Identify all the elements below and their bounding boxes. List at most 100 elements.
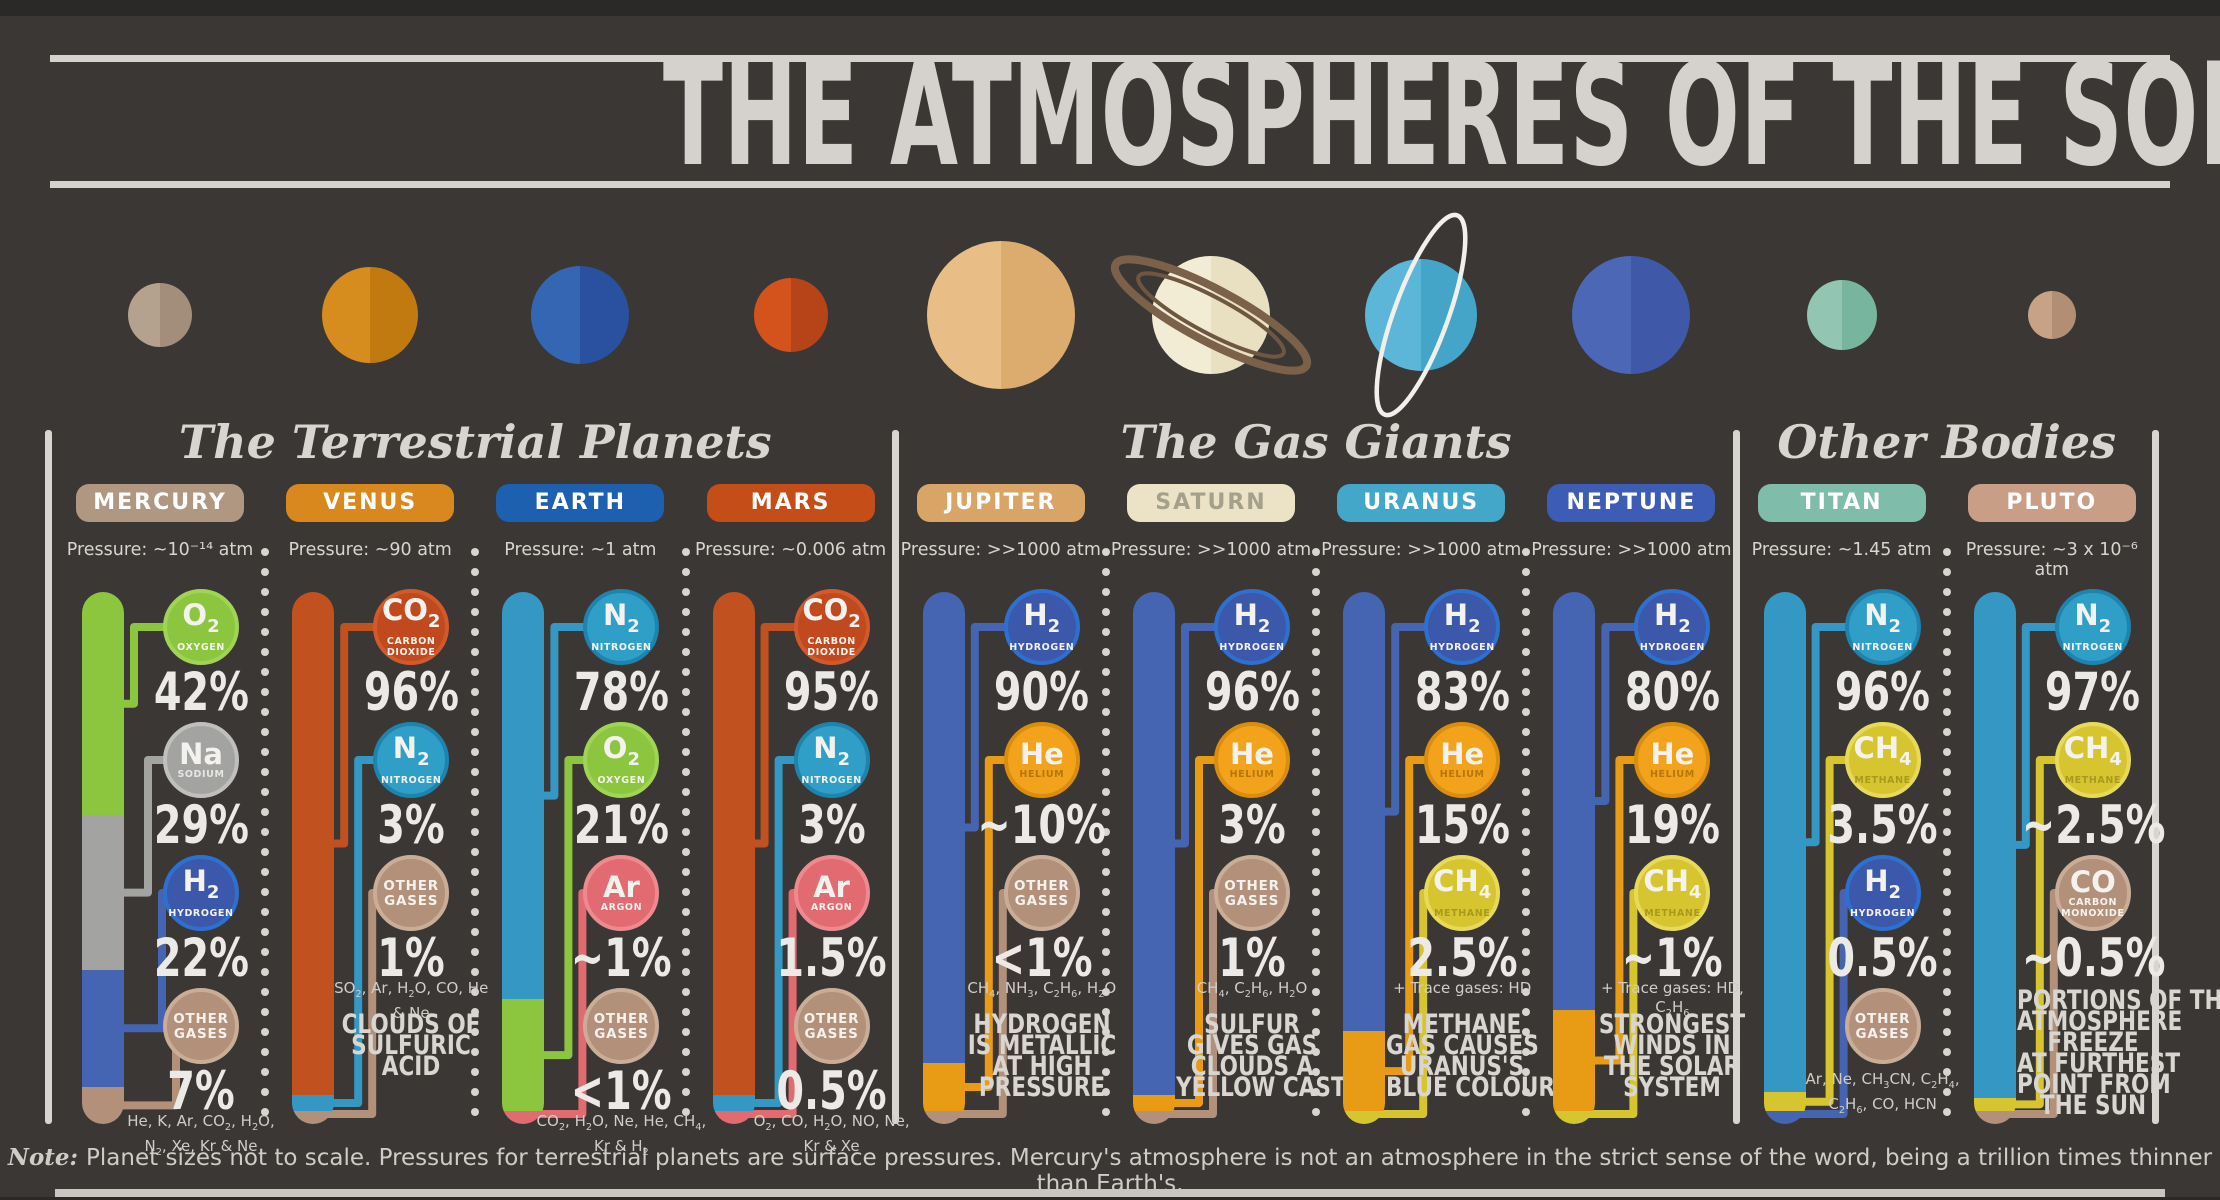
fact-line: ATMOSPHERE <box>2016 1006 2183 1037</box>
gas-circle-venus-co2: CO2 CARBON DIOXIDE <box>373 589 450 665</box>
pressure-uranus: Pressure: >>1000 atm <box>1321 540 1522 560</box>
separator-dot <box>1522 1108 1531 1116</box>
separator-dot <box>471 1048 480 1056</box>
separator-dot <box>1522 728 1531 736</box>
gas-formula: H2 <box>1233 598 1271 637</box>
separator-dot <box>1942 788 1951 796</box>
planet-icon-titan <box>1806 280 1877 350</box>
gas-name-label: HYDROGEN <box>1429 641 1495 653</box>
separator-dot <box>681 948 690 956</box>
gas-name-label: HYDROGEN <box>168 907 234 919</box>
page-title: THE ATMOSPHERES OF THE SOLAR SYSTEM <box>662 33 2220 198</box>
separator-dot <box>1522 808 1531 816</box>
separator-dot <box>1101 808 1110 816</box>
composition-bar-uranus <box>1343 592 1386 1124</box>
gas-name-label: CARBON MONOXIDE <box>2061 896 2125 919</box>
separator-dot <box>1942 1088 1951 1096</box>
dotted-separator <box>681 548 690 1124</box>
composition-bar-venus <box>292 592 335 1124</box>
separator-dot <box>1522 608 1531 616</box>
badge-mars: MARS <box>706 484 875 522</box>
separator-dot <box>1312 928 1321 936</box>
separator-dot <box>261 748 270 756</box>
dotted-separator <box>471 548 480 1124</box>
gas-name-label: ARGON <box>600 902 643 913</box>
gas-value-titan-nitrogen: 96% <box>1835 662 1931 723</box>
composition-bar-titan <box>1763 592 1806 1124</box>
gas-formula: H2 <box>1443 598 1481 637</box>
composition-bar-jupiter <box>922 592 965 1124</box>
separator-dot <box>1312 988 1321 996</box>
fact-line: PRESSURE <box>978 1072 1105 1103</box>
separator-dot <box>261 828 270 836</box>
separator-dot <box>1942 768 1951 776</box>
composition-bar-neptune <box>1553 592 1596 1124</box>
gas-name-label: HELIUM <box>1019 769 1065 780</box>
gas-circle-mercury-hydrogen: H2 HYDROGEN <box>163 855 239 931</box>
fact-line: GIVES GAS <box>1186 1030 1318 1061</box>
separator-dot <box>1942 1048 1951 1056</box>
gas-circle-titan-nitrogen: N2 NITROGEN <box>1844 589 1921 665</box>
section-divider-2 <box>1733 430 1740 1124</box>
gas-name-label: HELIUM <box>1439 769 1485 780</box>
separator-dot <box>471 608 480 616</box>
separator-dot <box>1522 1068 1531 1076</box>
gas-footnote-neptune-methane: + Trace gases: HD, C2H6 <box>1600 979 1744 1019</box>
separator-dot <box>681 788 690 796</box>
separator-dot <box>1522 988 1531 996</box>
separator-dot <box>1522 1088 1531 1096</box>
dotted-separator <box>1101 548 1110 1124</box>
planet-icon-jupiter <box>926 241 1075 389</box>
fact-line: FREEZE <box>2047 1027 2139 1058</box>
separator-dot <box>1942 828 1951 836</box>
separator-dot <box>261 908 270 916</box>
separator-dot <box>1101 668 1110 676</box>
section-title-1: The Gas Giants <box>1120 415 1512 469</box>
gas-footnote-earth-other: CO2, H2O, Ne, He, CH4, Kr & H2 <box>536 1112 707 1158</box>
separator-dot <box>1942 568 1951 576</box>
badge-saturn: SATURN <box>1127 484 1295 522</box>
separator-dot <box>681 1048 690 1056</box>
bar-segment-mars-nitrogen <box>712 1095 755 1111</box>
separator-dot <box>1101 1008 1110 1016</box>
gas-circle-titan-methane: CH4 METHANE <box>1844 722 1921 798</box>
planet-icon-venus <box>322 267 419 363</box>
separator-dot <box>1101 1088 1110 1096</box>
separator-dot <box>261 948 270 956</box>
fact-line: METHANE <box>1402 1009 1522 1040</box>
separator-dot <box>681 908 690 916</box>
fact-neptune: STRONGEST WINDS IN THE SOLAR SYSTEM <box>1577 1011 1767 1101</box>
separator-dot <box>681 628 690 636</box>
separator-dot <box>1942 1108 1951 1116</box>
gas-formula: H2 <box>1023 598 1061 637</box>
separator-dot <box>681 848 690 856</box>
separator-dot <box>261 768 270 776</box>
separator-dot <box>1312 728 1321 736</box>
separator-dot <box>1312 888 1321 896</box>
section-divider-0 <box>44 430 52 1124</box>
separator-dot <box>471 688 480 696</box>
separator-dot <box>1312 848 1321 856</box>
separator-dot <box>681 868 690 876</box>
separator-dot <box>261 728 270 736</box>
bar-segment-saturn-helium <box>1133 1095 1175 1111</box>
separator-dot <box>471 868 480 876</box>
separator-dot <box>261 548 270 556</box>
gas-circle-saturn-helium: He HELIUM <box>1214 722 1290 798</box>
separator-dot <box>1312 548 1321 556</box>
separator-dot <box>1101 888 1110 896</box>
separator-dot <box>471 548 480 556</box>
gas-footnote-mercury-other: He, K, Ar, CO2, H2O, N2, Xe, Kr & Ne <box>127 1112 275 1158</box>
planet-icon-earth <box>531 266 630 364</box>
separator-dot <box>471 648 480 656</box>
gas-circle-saturn-hydrogen: H2 HYDROGEN <box>1214 589 1290 665</box>
gas-name-label: METHANE <box>1644 907 1701 919</box>
gas-circle-uranus-methane: CH4 METHANE <box>1424 855 1501 931</box>
gas-formula: N2 <box>392 731 430 770</box>
separator-dot <box>1101 1048 1110 1056</box>
separator-dot <box>471 1068 480 1076</box>
bar-segment-uranus-methane <box>1343 1110 1386 1124</box>
fact-line: PORTIONS OF THE <box>2016 985 2220 1016</box>
gas-value-mars-other: 0.5% <box>776 1061 887 1122</box>
